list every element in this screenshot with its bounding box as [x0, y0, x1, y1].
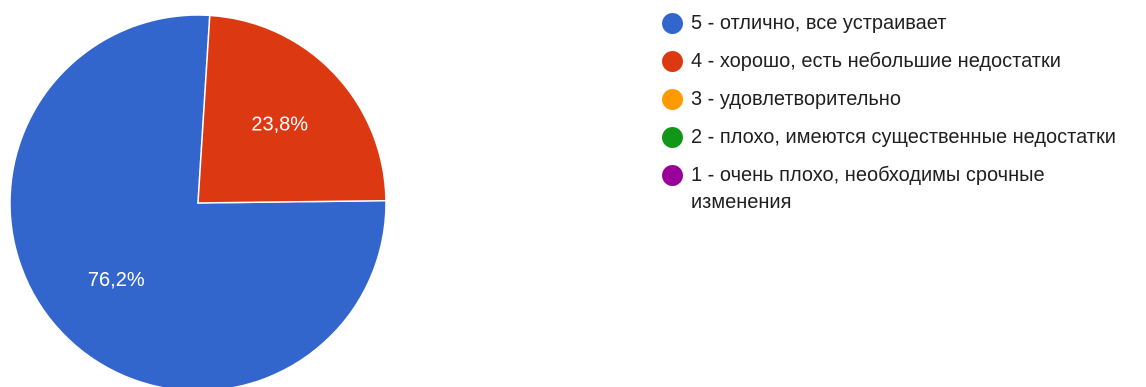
- pie-slice-label-1: 76,2%: [88, 269, 145, 291]
- legend-label-5: 1 - очень плохо, необходимы срочные изме…: [691, 164, 1045, 213]
- legend-item-4: 2 - плохо, имеются существенные недостат…: [660, 124, 1146, 151]
- legend-label-2: 4 - хорошо, есть небольшие недостатки: [691, 50, 1061, 72]
- legend-item-1: 5 - отлично, все устраивает: [660, 10, 1146, 37]
- legend-swatch-4: [662, 127, 683, 148]
- pie-slices: [9, 14, 387, 387]
- legend-swatch-3: [662, 89, 683, 110]
- legend-swatch-2: [662, 51, 683, 72]
- legend-label-3: 3 - удовлетворительно: [691, 88, 901, 110]
- pie-plot: 76,2% 23,8%: [9, 14, 387, 387]
- legend-item-2: 4 - хорошо, есть небольшие недостатки: [660, 48, 1146, 75]
- pie-slice-label-2: 23,8%: [251, 114, 308, 136]
- legend: 5 - отлично, все устраивает 4 - хорошо, е…: [660, 10, 1146, 227]
- pie-slice-2: [197, 14, 387, 204]
- legend-swatch-5: [662, 165, 683, 186]
- legend-swatch-1: [662, 13, 683, 34]
- pie-slice-labels: 76,2% 23,8%: [88, 114, 308, 291]
- legend-label-4: 2 - плохо, имеются существенные недостат…: [691, 126, 1116, 148]
- legend-item-3: 3 - удовлетворительно: [660, 86, 1146, 113]
- legend-label-1: 5 - отлично, все устраивает: [691, 12, 947, 34]
- legend-item-5: 1 - очень плохо, необходимы срочные изме…: [660, 162, 1146, 216]
